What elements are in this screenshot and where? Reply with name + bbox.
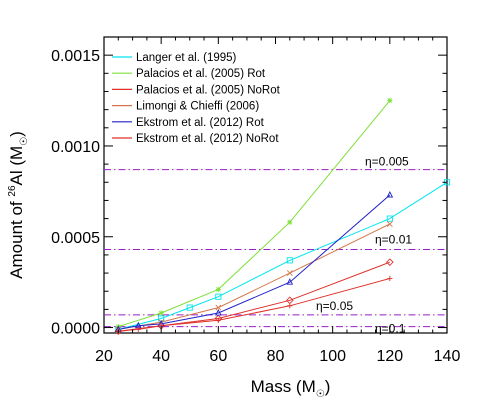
legend-entry: Palacios et al. (2005) NoRot	[136, 84, 281, 96]
x-tick-label: 40	[152, 348, 170, 365]
reference-line-label: η=0.01	[375, 232, 412, 246]
data-point	[386, 215, 393, 222]
data-point	[286, 257, 293, 264]
legend-entry: Limongi & Chieffi (2006)	[136, 101, 259, 113]
data-point	[286, 270, 293, 276]
x-axis-title: Mass (M☉)	[251, 377, 331, 400]
reference-line-label: η=0.1	[375, 322, 406, 336]
data-point	[287, 219, 293, 225]
x-tick-label: 60	[209, 348, 227, 365]
data-point	[386, 221, 393, 227]
data-point	[215, 286, 221, 293]
y-tick-label: 0.0015	[51, 48, 100, 65]
data-point	[385, 258, 394, 267]
tick-labels: 20 40 60 80 100 120 140 0.0000 0.0005 0.0010 0.001…	[51, 48, 460, 365]
legend-entry: Palacios et al. (2005) Rot	[136, 68, 266, 80]
data-point	[386, 191, 394, 198]
reference-line-label: η=0.005	[365, 155, 409, 169]
series-line	[118, 278, 390, 332]
series-markers	[114, 97, 451, 336]
data-point	[287, 303, 293, 309]
series-line	[118, 181, 448, 330]
series-line	[118, 194, 391, 330]
data-point	[158, 310, 164, 316]
axis-ticks	[103, 37, 448, 333]
reference-line-labels: η=0.005 η=0.01 η=0.05 η=0.1	[316, 155, 412, 336]
data-point	[214, 309, 222, 316]
data-point	[387, 275, 393, 282]
legend-entry: Ekstrom et al. (2012) NoRot	[136, 133, 279, 145]
data-point	[215, 293, 222, 300]
x-tick-label: 120	[376, 348, 403, 365]
reference-lines	[104, 169, 447, 328]
y-tick-label: 0.0005	[51, 230, 100, 247]
sun-symbol: ☉	[19, 137, 30, 146]
x-tick-label: 80	[267, 348, 285, 365]
data-point	[215, 317, 221, 323]
data-point	[387, 97, 393, 104]
y-tick-label: 0.0000	[51, 321, 100, 338]
x-tick-label: 100	[319, 348, 346, 365]
data-point	[186, 304, 193, 311]
reference-line-label: η=0.05	[316, 299, 353, 313]
data-point	[286, 278, 294, 285]
y-axis-title: Amount of 26Al (M☉)	[7, 131, 30, 279]
x-tick-label: 140	[434, 348, 461, 365]
data-point	[215, 304, 222, 311]
x-tick-label: 20	[95, 348, 113, 365]
y-tick-label: 0.0010	[51, 139, 100, 156]
sun-symbol: ☉	[316, 389, 325, 400]
data-point	[135, 326, 141, 332]
legend-entry: Ekstrom et al. (2012) Rot	[136, 117, 265, 129]
legend: Langer et al. (1995) Palacios et al. (200…	[112, 52, 281, 145]
legend-entry: Langer et al. (1995)	[136, 52, 237, 64]
